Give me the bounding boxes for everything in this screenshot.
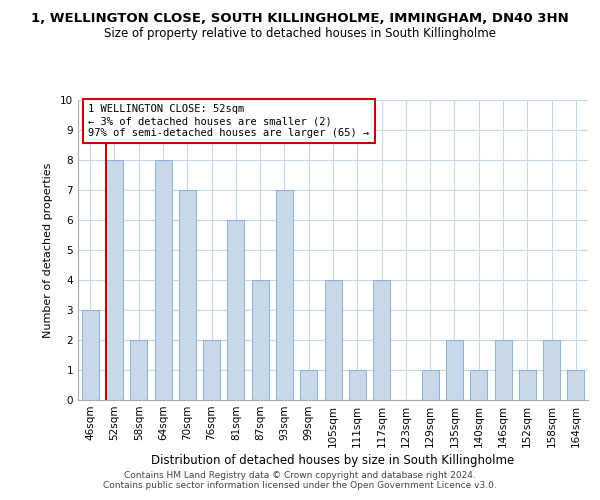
Text: Size of property relative to detached houses in South Killingholme: Size of property relative to detached ho…	[104, 28, 496, 40]
Bar	[251, 280, 269, 400]
Bar	[349, 370, 366, 400]
Bar	[276, 190, 293, 400]
Bar	[543, 340, 560, 400]
Bar	[519, 370, 536, 400]
Bar	[470, 370, 487, 400]
Text: 1, WELLINGTON CLOSE, SOUTH KILLINGHOLME, IMMINGHAM, DN40 3HN: 1, WELLINGTON CLOSE, SOUTH KILLINGHOLME,…	[31, 12, 569, 26]
Bar	[155, 160, 172, 400]
Bar	[494, 340, 511, 400]
Text: 1 WELLINGTON CLOSE: 52sqm
← 3% of detached houses are smaller (2)
97% of semi-de: 1 WELLINGTON CLOSE: 52sqm ← 3% of detach…	[88, 104, 370, 138]
Text: Contains HM Land Registry data © Crown copyright and database right 2024.
Contai: Contains HM Land Registry data © Crown c…	[103, 470, 497, 490]
Bar	[106, 160, 123, 400]
Bar	[568, 370, 584, 400]
Bar	[422, 370, 439, 400]
Bar	[373, 280, 390, 400]
X-axis label: Distribution of detached houses by size in South Killingholme: Distribution of detached houses by size …	[151, 454, 515, 467]
Bar	[227, 220, 244, 400]
Bar	[325, 280, 341, 400]
Bar	[130, 340, 147, 400]
Y-axis label: Number of detached properties: Number of detached properties	[43, 162, 53, 338]
Bar	[203, 340, 220, 400]
Bar	[82, 310, 98, 400]
Bar	[446, 340, 463, 400]
Bar	[300, 370, 317, 400]
Bar	[179, 190, 196, 400]
